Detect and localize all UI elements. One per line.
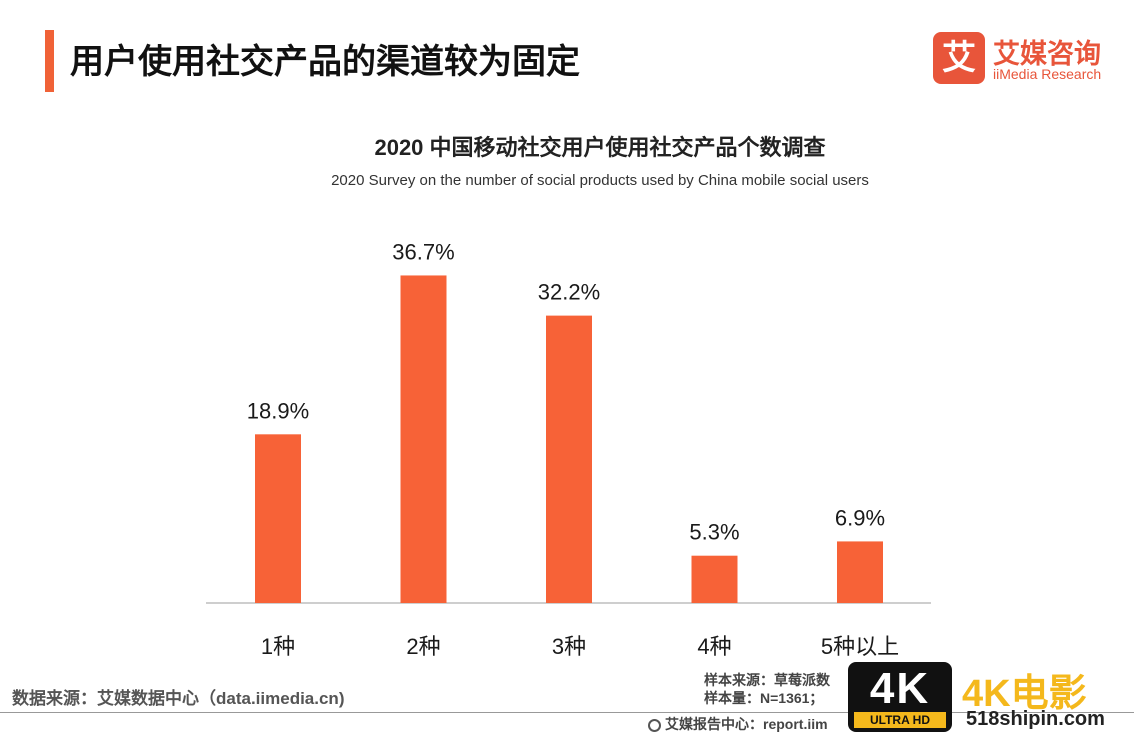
report-center: 艾媒报告中心：report.iim [648,714,828,734]
footer-divider [0,712,1134,713]
data-label: 36.7% [392,239,454,264]
data-label: 32.2% [538,280,600,305]
sample-size: 样本量：N=1361； [704,690,824,706]
iimedia-logo: 艾 艾媒咨询 iiMedia Research [933,32,1113,88]
logo-mark: 艾 [933,32,985,84]
chart-title: 2020 中国移动社交用户使用社交产品个数调查 [374,135,826,160]
report-center-text: 艾媒报告中心：report.iim [665,716,828,732]
watermark-url: 518shipin.com [966,708,1105,730]
data-label: 18.9% [247,398,309,423]
bar [691,555,738,603]
bar [546,315,592,603]
watermark-badge-sub: ULTRA HD [854,712,946,728]
watermark-badge-main: 4K [869,664,931,713]
x-tick-label: 1种 [261,634,295,659]
x-tick-label: 5种以上 [821,634,899,659]
sample-source: 样本来源：草莓派数 [704,672,830,688]
chart-subtitle: 2020 Survey on the number of social prod… [331,172,869,189]
bar [837,541,883,603]
data-label: 6.9% [835,505,885,530]
watermark-badge: 4K ULTRA HD [848,662,952,732]
x-tick-label: 3种 [552,634,586,659]
bar [400,275,447,603]
data-label: 5.3% [689,520,739,545]
logo-name-cn: 艾媒咨询 [993,39,1101,69]
watermark-text: 4K电影 [962,673,1087,715]
logo-name-en: iiMedia Research [993,66,1102,82]
x-tick-label: 4种 [697,634,731,659]
bar [255,434,301,603]
page-title: 用户使用社交产品的渠道较为固定 [70,43,580,81]
globe-icon [648,719,661,732]
x-tick-label: 2种 [406,634,440,659]
title-accent-bar [45,30,54,92]
data-source: 数据来源：艾媒数据中心（data.iimedia.cn) [12,689,345,708]
